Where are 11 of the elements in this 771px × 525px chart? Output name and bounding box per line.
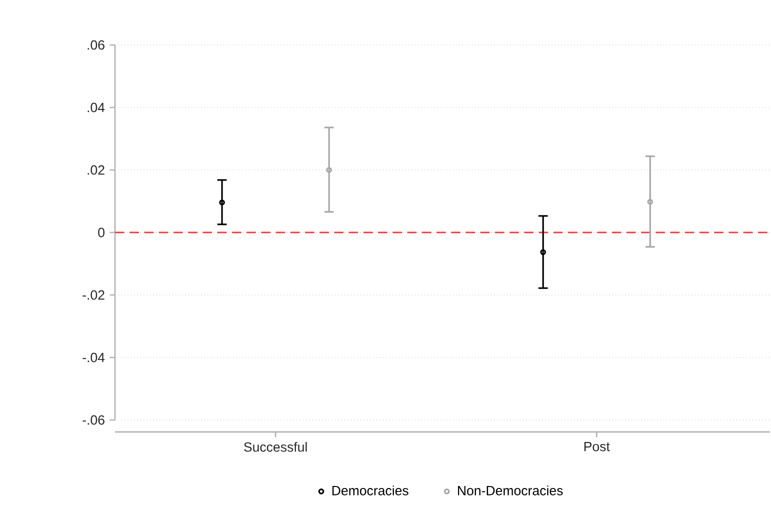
y-tick-label: .04 [88, 102, 105, 112]
x-tick-label: Successful [244, 442, 307, 452]
y-tick-label: -.06 [82, 415, 104, 425]
y-tick-label: .06 [88, 40, 104, 50]
y-tick-label: -.04 [82, 352, 105, 362]
y-tick-label: -.02 [82, 290, 104, 300]
x-tick-label: Post [584, 442, 610, 452]
legend-label: Democracies [332, 486, 408, 496]
legend-label: Non-Democracies [458, 486, 563, 496]
y-tick-label: 0 [98, 228, 104, 238]
y-tick-label: .02 [88, 165, 104, 175]
